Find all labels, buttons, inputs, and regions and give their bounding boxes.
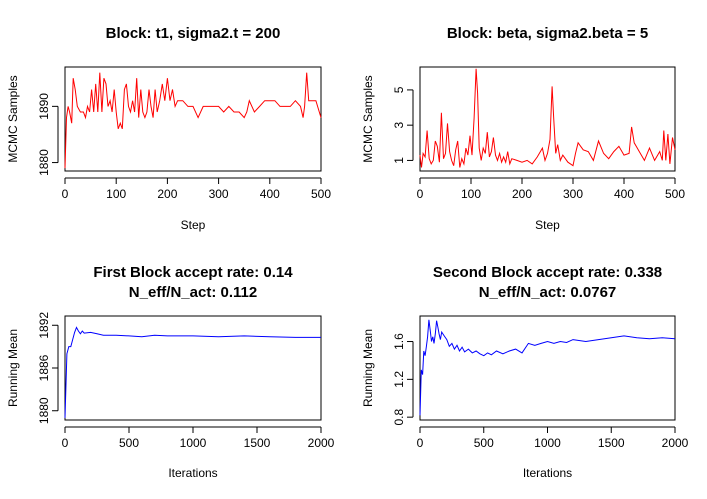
x-tick-label: 400 bbox=[614, 187, 634, 201]
y-tick-label: 1 bbox=[392, 157, 406, 164]
plot-frame bbox=[64, 66, 322, 172]
x-tick-label: 1500 bbox=[244, 436, 271, 450]
panel-2: 0 100 200 300 400 500 1 3 5 Block: beta, sigma2.b… bbox=[361, 25, 685, 232]
x-tick-label: 100 bbox=[106, 187, 126, 201]
x-tick-label: 0 bbox=[62, 436, 69, 450]
x-axis-label: Step bbox=[181, 218, 206, 232]
series-line bbox=[419, 68, 676, 168]
x-tick-label: 0 bbox=[417, 436, 424, 450]
x-axis-label: Iterations bbox=[523, 466, 572, 480]
x-axis-label: Iterations bbox=[168, 466, 217, 480]
x-tick-label: 2000 bbox=[308, 436, 335, 450]
x-tick-label: 200 bbox=[157, 187, 177, 201]
y-axis-label: Running Mean bbox=[6, 329, 20, 407]
y-axis-label: Running Mean bbox=[361, 329, 375, 407]
chart-title: First Block accept rate: 0.14 bbox=[93, 264, 293, 281]
chart-subtitle: N_eff/N_act: 0.112 bbox=[129, 284, 257, 301]
y-axis-label: MCMC Samples bbox=[361, 75, 375, 162]
x-tick-label: 200 bbox=[512, 187, 532, 201]
x-tick-label: 500 bbox=[311, 187, 331, 201]
y-tick-label: 1880 bbox=[37, 397, 51, 424]
plot-frame bbox=[64, 315, 322, 421]
chart-title: Second Block accept rate: 0.338 bbox=[433, 264, 662, 281]
x-tick-label: 1000 bbox=[180, 436, 207, 450]
plot-frame bbox=[419, 66, 676, 172]
x-tick-label: 500 bbox=[665, 187, 685, 201]
x-axis-label: Step bbox=[535, 218, 560, 232]
x-tick-label: 0 bbox=[62, 187, 69, 201]
series-line bbox=[64, 72, 322, 169]
x-tick-label: 300 bbox=[209, 187, 229, 201]
y-tick-label: 0.8 bbox=[392, 408, 406, 425]
x-tick-label: 300 bbox=[563, 187, 583, 201]
x-tick-label: 1500 bbox=[598, 436, 625, 450]
x-tick-label: 500 bbox=[119, 436, 139, 450]
series-line bbox=[419, 319, 676, 416]
x-tick-label: 0 bbox=[417, 187, 424, 201]
y-tick-label: 5 bbox=[392, 86, 406, 93]
y-axis-label: MCMC Samples bbox=[6, 75, 20, 162]
panel-3: 0 500 1000 1500 2000 1880 1886 1892 First Block … bbox=[6, 264, 334, 480]
y-tick-label: 1886 bbox=[37, 354, 51, 381]
x-tick-label: 500 bbox=[474, 436, 494, 450]
series-line bbox=[64, 326, 321, 418]
panel-4: 0 500 1000 1500 2000 0.8 1.2 1.6 Second Block ac… bbox=[361, 264, 688, 480]
x-tick-label: 100 bbox=[461, 187, 481, 201]
y-tick-label: 1.2 bbox=[392, 371, 406, 388]
chart-title: Block: beta, sigma2.beta = 5 bbox=[447, 25, 648, 42]
y-tick-label: 3 bbox=[392, 122, 406, 129]
x-tick-label: 400 bbox=[260, 187, 280, 201]
y-tick-label: 1892 bbox=[37, 312, 51, 339]
y-tick-label: 1890 bbox=[37, 93, 51, 120]
x-tick-label: 2000 bbox=[662, 436, 689, 450]
plot-frame bbox=[419, 315, 676, 421]
y-tick-label: 1880 bbox=[37, 149, 51, 176]
panel-1: 0 100 200 300 400 500 1880 1890 Block: t1, sigma… bbox=[6, 25, 331, 232]
x-tick-label: 1000 bbox=[534, 436, 561, 450]
y-tick-label: 1.6 bbox=[392, 333, 406, 350]
chart-title: Block: t1, sigma2.t = 200 bbox=[106, 25, 281, 42]
chart-subtitle: N_eff/N_act: 0.0767 bbox=[479, 284, 617, 301]
